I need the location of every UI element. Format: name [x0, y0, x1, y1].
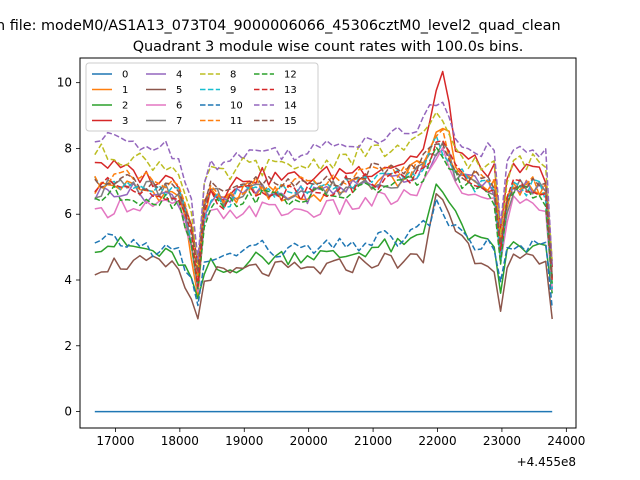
x-tick-label: 24000 — [547, 434, 585, 448]
series-line-10 — [94, 198, 553, 309]
legend-label-2: 2 — [122, 101, 128, 112]
legend-label-15: 15 — [284, 116, 297, 127]
y-tick-label: 2 — [64, 339, 72, 353]
y-axis: 0 2 4 6 8 10 — [57, 76, 80, 419]
x-tick-label: 19000 — [225, 434, 263, 448]
chart-title: Quadrant 3 module wise count rates with … — [133, 39, 524, 55]
series-line-3 — [94, 70, 553, 268]
legend-label-1: 1 — [122, 85, 128, 96]
legend-label-8: 8 — [230, 70, 236, 81]
legend-label-3: 3 — [122, 116, 128, 127]
y-tick-label: 6 — [64, 207, 72, 221]
series-line-1 — [94, 127, 553, 298]
y-tick-label: 4 — [64, 273, 72, 287]
series-line-14 — [94, 101, 553, 267]
legend-label-14: 14 — [284, 101, 297, 112]
series-line-11 — [94, 128, 553, 279]
legend-label-9: 9 — [230, 85, 236, 96]
series-line-2 — [94, 183, 553, 300]
series-line-4 — [94, 148, 553, 290]
legend-label-5: 5 — [176, 85, 182, 96]
series-line-6 — [94, 146, 553, 293]
series-line-13 — [94, 139, 553, 288]
x-tick-label: 17000 — [96, 434, 134, 448]
legend-label-12: 12 — [284, 70, 297, 81]
axes-frame — [79, 57, 577, 429]
x-tick-label: 18000 — [161, 434, 199, 448]
series-line-15 — [94, 143, 553, 278]
series-line-12 — [94, 146, 553, 290]
x-tick-label: 20000 — [290, 434, 328, 448]
legend-label-13: 13 — [284, 85, 297, 96]
series-line-7 — [94, 141, 553, 288]
y-tick-label: 8 — [64, 141, 72, 155]
series-line-5 — [94, 192, 553, 320]
x-tick-label: 23000 — [483, 434, 521, 448]
plot-series-group — [94, 70, 553, 413]
legend-box — [85, 62, 319, 132]
x-tick-label: 21000 — [354, 434, 392, 448]
x-tick-label: 22000 — [418, 434, 456, 448]
series-line-8 — [94, 111, 553, 272]
legend-label-7: 7 — [176, 116, 182, 127]
legend-label-11: 11 — [230, 116, 243, 127]
y-tick-label: 10 — [57, 76, 72, 90]
figure-suptitle: n file: modeM0/AS1A13_073T04_9000006066_… — [0, 18, 561, 34]
x-offset-label: +4.455e8 — [517, 455, 576, 469]
series-line-9 — [94, 134, 553, 290]
legend-label-0: 0 — [122, 70, 128, 81]
y-tick-label: 0 — [64, 405, 72, 419]
legend-label-4: 4 — [176, 70, 182, 81]
legend-label-6: 6 — [176, 101, 182, 112]
x-axis: 17000 18000 19000 20000 21000 22000 23000 24000 — [96, 428, 585, 448]
legend-label-10: 10 — [230, 101, 243, 112]
